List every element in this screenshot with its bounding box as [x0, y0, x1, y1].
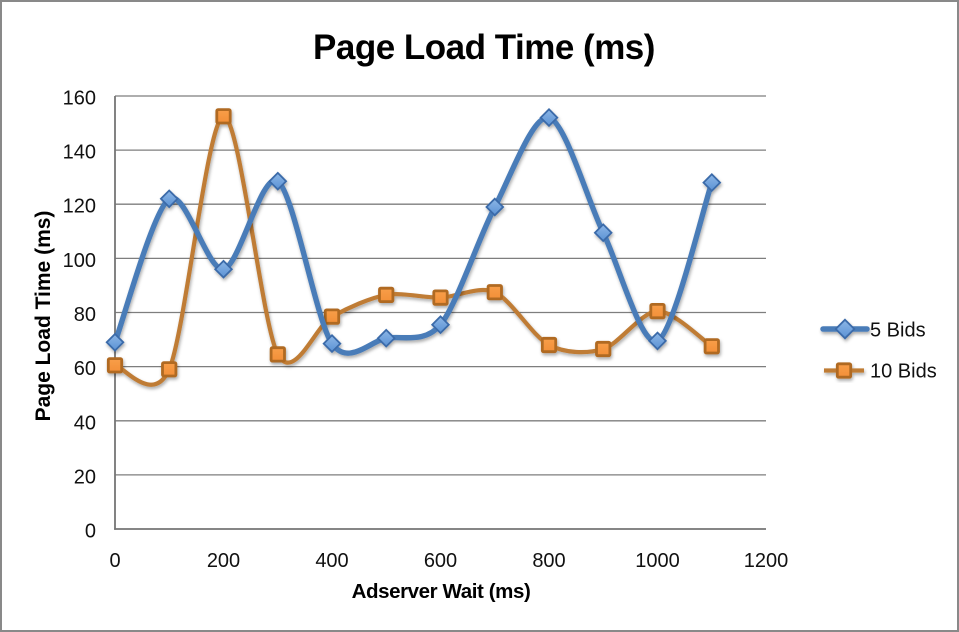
- svg-text:140: 140: [63, 142, 96, 164]
- svg-text:200: 200: [207, 550, 240, 572]
- svg-text:800: 800: [532, 550, 565, 572]
- svg-text:10 Bids: 10 Bids: [870, 361, 937, 383]
- svg-text:20: 20: [74, 466, 96, 488]
- svg-text:Page Load Time (ms): Page Load Time (ms): [313, 28, 655, 67]
- svg-text:1200: 1200: [744, 550, 789, 572]
- svg-text:1000: 1000: [635, 550, 680, 572]
- svg-text:Page Load Time (ms): Page Load Time (ms): [32, 211, 55, 422]
- svg-text:600: 600: [424, 550, 457, 572]
- svg-text:400: 400: [315, 550, 348, 572]
- svg-text:100: 100: [63, 250, 96, 272]
- svg-text:160: 160: [63, 88, 96, 110]
- svg-text:40: 40: [74, 412, 96, 434]
- svg-text:80: 80: [74, 304, 96, 326]
- svg-text:0: 0: [85, 521, 96, 543]
- svg-text:Adserver Wait (ms): Adserver Wait (ms): [352, 580, 531, 603]
- svg-text:60: 60: [74, 358, 96, 380]
- svg-text:5 Bids: 5 Bids: [870, 320, 926, 342]
- svg-text:120: 120: [63, 196, 96, 218]
- svg-text:0: 0: [109, 550, 120, 572]
